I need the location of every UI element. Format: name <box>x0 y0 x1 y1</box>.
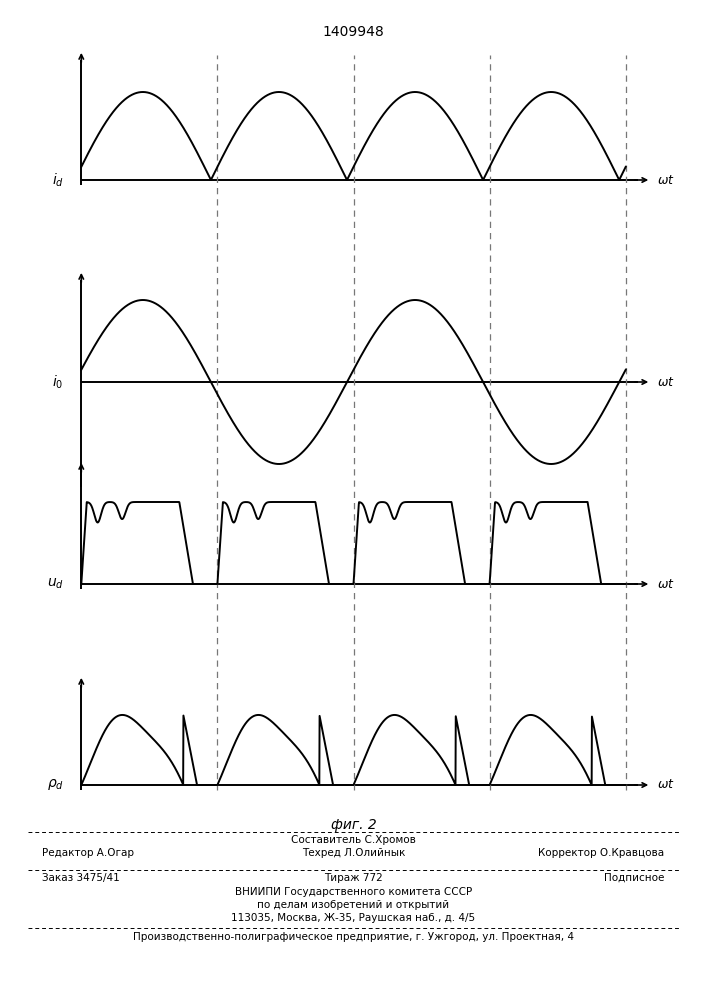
Text: Корректор О.Кравцова: Корректор О.Кравцова <box>539 848 665 858</box>
Text: $\rho_d$: $\rho_d$ <box>47 778 64 792</box>
Text: Составитель С.Хромов: Составитель С.Хромов <box>291 835 416 845</box>
Text: Заказ 3475/41: Заказ 3475/41 <box>42 873 120 883</box>
Text: фиг. 2: фиг. 2 <box>331 818 376 832</box>
Text: $i_d$: $i_d$ <box>52 171 64 189</box>
Text: ВНИИПИ Государственного комитета СССР: ВНИИПИ Государственного комитета СССР <box>235 887 472 897</box>
Text: по делам изобретений и открытий: по делам изобретений и открытий <box>257 900 450 910</box>
Text: Редактор А.Огар: Редактор А.Огар <box>42 848 134 858</box>
Text: Техред Л.Олийнык: Техред Л.Олийнык <box>302 848 405 858</box>
Text: Производственно-полиграфическое предприятие, г. Ужгород, ул. Проектная, 4: Производственно-полиграфическое предприя… <box>133 932 574 942</box>
Text: $i_0$: $i_0$ <box>52 373 64 391</box>
Text: $\omega t$: $\omega t$ <box>657 174 674 186</box>
Text: $\omega t$: $\omega t$ <box>657 578 674 590</box>
Text: Подписное: Подписное <box>604 873 665 883</box>
Text: 113035, Москва, Ж-35, Раушская наб., д. 4/5: 113035, Москва, Ж-35, Раушская наб., д. … <box>231 913 476 923</box>
Text: $u_d$: $u_d$ <box>47 577 64 591</box>
Text: $\omega t$: $\omega t$ <box>657 778 674 792</box>
Text: $\omega t$: $\omega t$ <box>657 375 674 388</box>
Text: 1409948: 1409948 <box>322 25 385 39</box>
Text: Тираж 772: Тираж 772 <box>324 873 383 883</box>
